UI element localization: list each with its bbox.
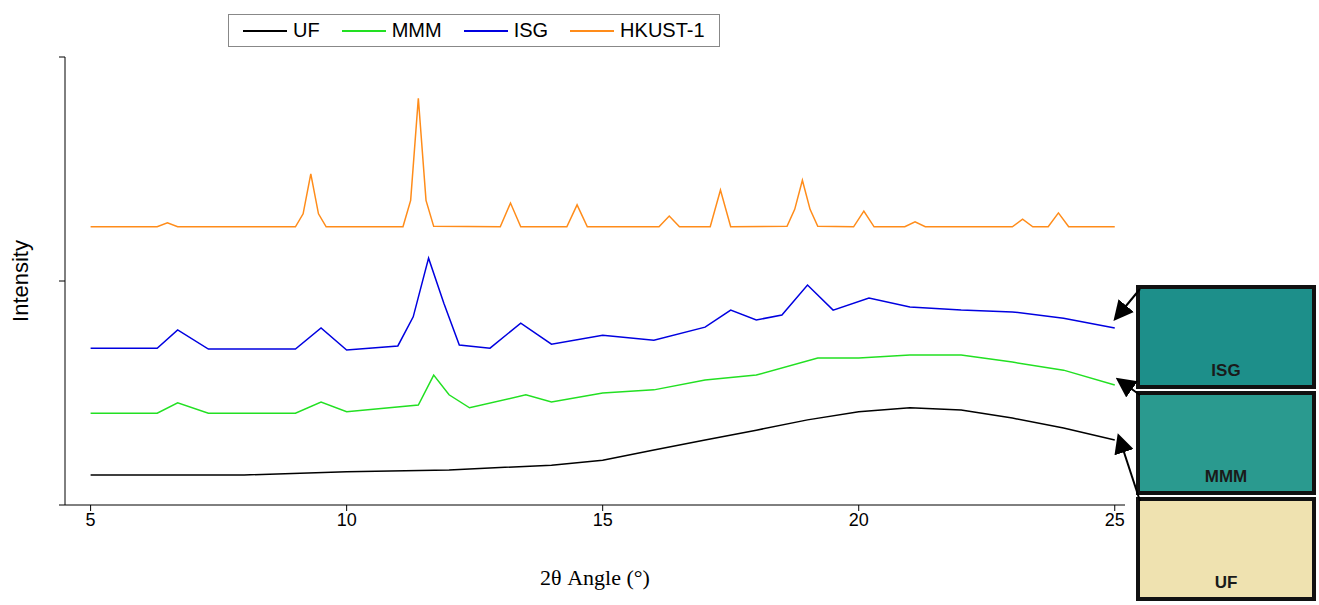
html-text:HKUST-1: HKUST-1 xyxy=(620,19,705,41)
html-text:MMM: MMM xyxy=(1204,467,1248,486)
html-text:UF: UF xyxy=(1214,573,1238,592)
svg-text:15: 15 xyxy=(593,510,613,530)
html-text:MMM: MMM xyxy=(391,19,442,41)
svg-text:10: 10 xyxy=(337,510,357,530)
html-text:UF: UF xyxy=(293,19,320,41)
svg-text:2θ Angle (°): 2θ Angle (°) xyxy=(540,565,650,590)
html-text:ISG: ISG xyxy=(513,19,549,41)
svg-text:25: 25 xyxy=(1105,510,1125,530)
svg-text:5: 5 xyxy=(86,510,96,530)
svg-text:20: 20 xyxy=(849,510,869,530)
svg-text:Intensity: Intensity xyxy=(8,240,33,322)
html-text:ISG: ISG xyxy=(1211,361,1241,380)
